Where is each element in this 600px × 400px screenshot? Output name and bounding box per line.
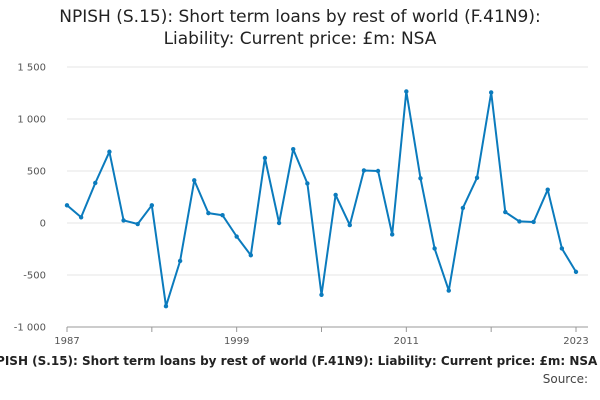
y-tick-label: 1 500 (17, 63, 46, 74)
data-point[interactable] (432, 246, 437, 251)
data-point[interactable] (375, 168, 381, 174)
data-point[interactable] (460, 205, 466, 211)
y-tick-label: -500 (23, 271, 46, 282)
data-point[interactable] (64, 203, 70, 208)
data-point[interactable] (248, 253, 254, 258)
data-point[interactable] (319, 292, 324, 297)
data-point[interactable] (347, 222, 352, 228)
data-point[interactable] (262, 155, 268, 161)
footer-caption: NPISH (S.15): Short term loans by rest o… (0, 354, 598, 368)
data-point[interactable] (93, 180, 98, 186)
series (64, 89, 579, 309)
data-point[interactable] (418, 176, 423, 181)
data-point[interactable] (474, 175, 480, 180)
x-tick-label: 1987 (54, 336, 79, 347)
data-point[interactable] (177, 258, 183, 264)
y-tick-label: 0 (40, 219, 46, 230)
data-point[interactable] (573, 269, 579, 275)
data-point[interactable] (121, 218, 126, 223)
data-point[interactable] (361, 168, 367, 173)
data-point[interactable] (333, 192, 338, 198)
chart-title-line-2: Liability: Current price: £m: NSA (163, 29, 437, 49)
x-tick-label: 1999 (224, 336, 249, 347)
footer-source: Source: (542, 372, 588, 386)
series-line (66, 90, 577, 308)
data-point[interactable] (488, 90, 494, 95)
data-point[interactable] (291, 146, 296, 152)
chart-title-line-1: NPISH (S.15): Short term loans by rest o… (59, 7, 541, 27)
data-point[interactable] (503, 209, 508, 215)
data-point[interactable] (192, 178, 197, 183)
data-point[interactable] (389, 232, 395, 237)
data-point[interactable] (206, 210, 211, 216)
y-tick-label: -1 000 (14, 323, 46, 334)
y-tick-label: 500 (27, 167, 46, 178)
data-point[interactable] (149, 203, 155, 208)
axes: -1 000 -500 0 500 1 000 1 500 1987 1999 2011 2023 (14, 63, 589, 348)
data-point[interactable] (135, 221, 140, 227)
data-point[interactable] (446, 288, 451, 293)
data-point[interactable] (517, 219, 522, 224)
data-point[interactable] (545, 187, 550, 192)
x-tick-label: 2023 (563, 336, 588, 347)
data-point[interactable] (276, 220, 282, 226)
data-point[interactable] (559, 246, 565, 251)
y-tick-label: 1 000 (17, 115, 46, 126)
data-point[interactable] (78, 215, 84, 220)
data-point[interactable] (234, 234, 239, 239)
data-point[interactable] (305, 181, 310, 186)
data-point[interactable] (404, 89, 409, 94)
x-tick-label: 2011 (394, 336, 419, 347)
chart-title: NPISH (S.15): Short term loans by rest o… (0, 6, 600, 50)
data-point[interactable] (107, 149, 112, 154)
data-point[interactable] (531, 219, 536, 225)
gridlines (67, 66, 588, 276)
data-point[interactable] (163, 304, 169, 309)
data-point[interactable] (220, 213, 225, 218)
